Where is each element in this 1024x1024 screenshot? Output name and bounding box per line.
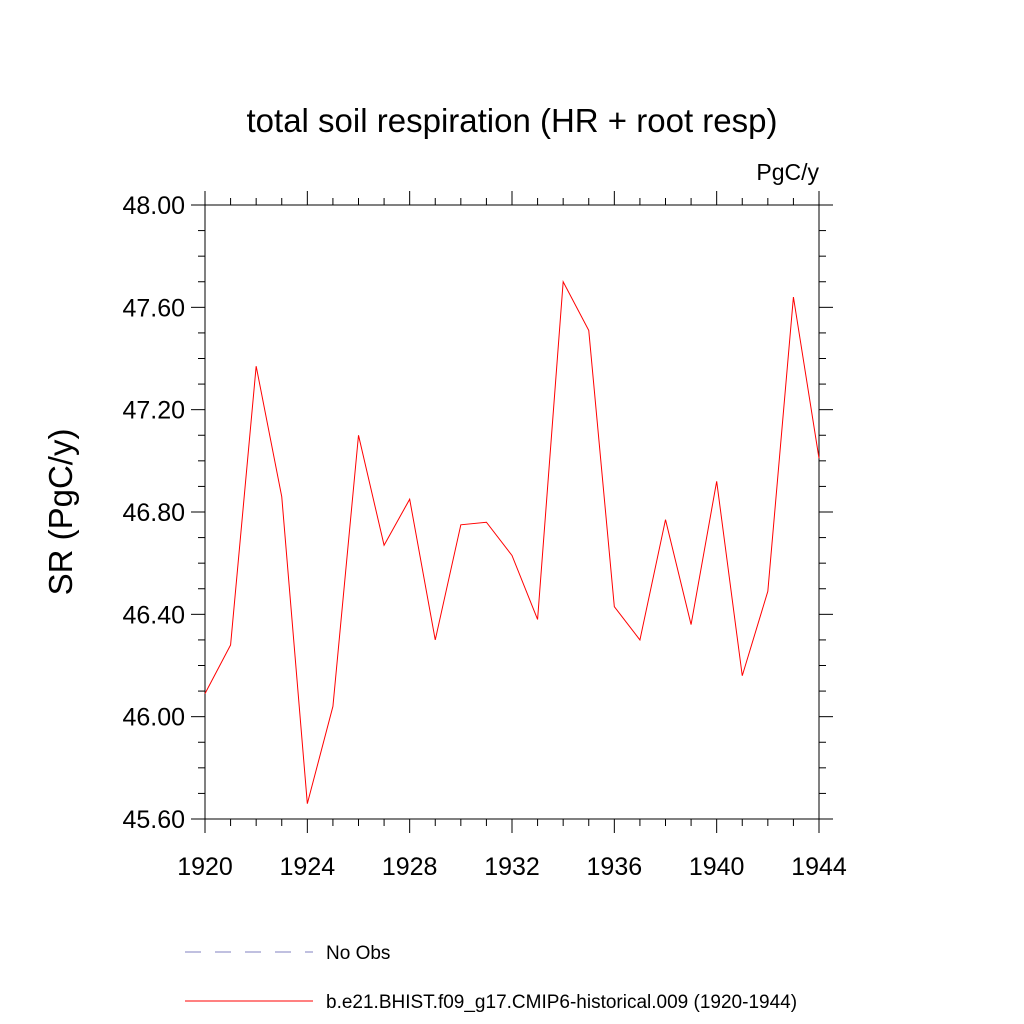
- y-tick-label: 48.00: [122, 192, 185, 220]
- y-axis-label: SR (PgC/y): [42, 429, 79, 596]
- x-tick-label: 1932: [484, 853, 540, 881]
- x-tick-label: 1928: [382, 853, 438, 881]
- y-tick-label: 47.20: [122, 397, 185, 425]
- y-tick-label: 46.00: [122, 704, 185, 732]
- y-tick-label: 46.40: [122, 601, 185, 629]
- x-tick-label: 1944: [791, 853, 847, 881]
- chart-title: total soil respiration (HR + root resp): [247, 102, 778, 139]
- axis-ticks: [191, 191, 833, 833]
- legend-label: No Obs: [326, 943, 390, 964]
- series-line: [204, 279, 820, 804]
- y-tick-label: 45.60: [122, 806, 185, 834]
- y-tick-label: 46.80: [122, 499, 185, 527]
- x-tick-label: 1940: [689, 853, 745, 881]
- x-tick-label: 1920: [177, 853, 233, 881]
- axis-tick-labels: 1920 1924 1928 1932 1936 1940 1944 45.60 46.00 46…: [122, 192, 846, 881]
- units-label: PgC/y: [756, 159, 819, 185]
- legend: No Obs b.e21.BHIST.f09_g17.CMIP6-historic…: [185, 943, 797, 1013]
- x-tick-label: 1936: [587, 853, 643, 881]
- series-layer: [204, 279, 820, 804]
- legend-label: b.e21.BHIST.f09_g17.CMIP6-historical.009…: [326, 992, 797, 1013]
- y-tick-label: 47.60: [122, 294, 185, 322]
- x-tick-label: 1924: [280, 853, 336, 881]
- plot-frame: [204, 204, 820, 820]
